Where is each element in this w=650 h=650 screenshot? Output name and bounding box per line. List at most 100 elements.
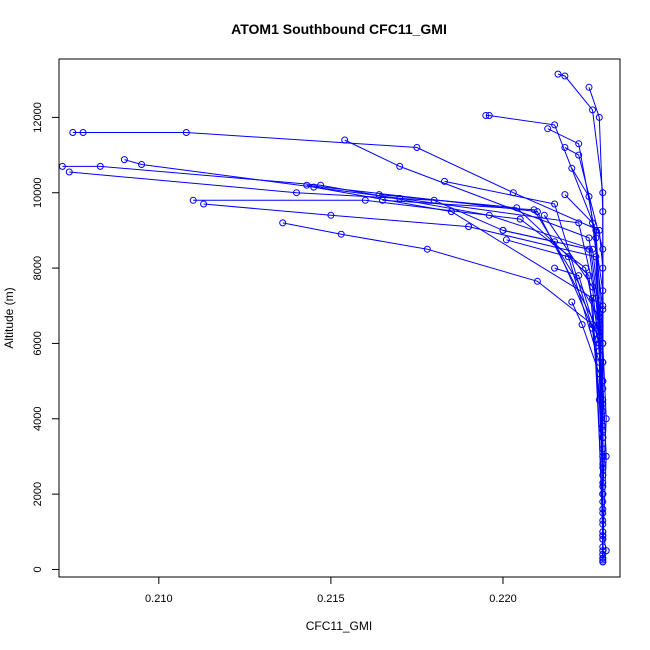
- data-point: [582, 264, 590, 272]
- data-point: [585, 245, 593, 253]
- data-point: [465, 223, 473, 231]
- series-line: [382, 199, 604, 465]
- series-line: [69, 171, 604, 555]
- series: [568, 298, 607, 487]
- data-point: [540, 211, 548, 219]
- data-point: [575, 272, 583, 280]
- data-point: [530, 206, 538, 214]
- y-tick-label: 4000: [32, 407, 44, 431]
- series: [189, 196, 607, 528]
- series-line: [306, 184, 604, 495]
- data-point: [533, 208, 541, 216]
- series: [379, 196, 607, 468]
- series: [303, 181, 607, 498]
- y-tick-label: 10000: [32, 177, 44, 208]
- data-point: [396, 162, 404, 170]
- data-point: [516, 215, 524, 223]
- y-tick-label: 8000: [32, 256, 44, 280]
- series: [310, 183, 607, 513]
- data-point: [599, 479, 607, 487]
- data-point: [599, 426, 607, 434]
- data-point: [544, 125, 552, 133]
- data-point: [96, 162, 104, 170]
- data-point: [69, 129, 77, 136]
- y-axis-label: Altitude (m): [2, 287, 16, 348]
- data-point: [441, 177, 448, 185]
- data-point: [485, 112, 493, 119]
- x-tick-label: 0.210: [145, 593, 173, 605]
- data-point: [551, 264, 559, 272]
- series-line: [72, 132, 607, 562]
- series: [58, 162, 607, 566]
- data-point: [279, 219, 287, 227]
- data-point: [599, 532, 607, 540]
- data-point: [589, 294, 596, 302]
- data-point: [585, 272, 593, 280]
- series: [499, 226, 607, 434]
- data-point: [79, 129, 87, 136]
- data-point: [564, 253, 572, 261]
- x-tick-label: 0.215: [317, 593, 345, 605]
- data-point: [551, 200, 559, 208]
- data-point: [361, 196, 369, 204]
- data-point: [423, 245, 431, 253]
- data-point: [551, 121, 559, 129]
- data-point: [561, 72, 569, 80]
- data-point: [585, 234, 593, 242]
- data-point: [599, 550, 607, 558]
- plot-frame: [58, 58, 621, 578]
- series-line: [502, 229, 604, 431]
- data-point: [337, 230, 345, 238]
- data-point: [568, 298, 576, 306]
- data-point: [413, 144, 421, 151]
- data-point: [447, 208, 455, 216]
- series-line: [313, 186, 604, 510]
- series-line: [62, 165, 604, 562]
- data-point: [120, 156, 128, 164]
- y-tick-label: 6000: [32, 331, 44, 355]
- data-point: [599, 245, 607, 253]
- data-point: [200, 200, 208, 208]
- data-point: [599, 306, 607, 313]
- y-tick-label: 12000: [32, 102, 44, 133]
- series: [120, 156, 610, 551]
- series-line: [379, 194, 604, 438]
- series-line: [282, 222, 604, 560]
- data-point: [599, 517, 607, 524]
- series: [375, 191, 607, 442]
- data-point: [65, 168, 73, 176]
- x-tick-label: 0.220: [489, 593, 517, 605]
- chart-title: ATOM1 Southbound CFC11_GMI: [231, 21, 447, 37]
- series: [482, 112, 607, 555]
- data-point: [513, 204, 521, 212]
- data-point: [575, 151, 583, 159]
- series-line: [571, 301, 604, 483]
- data-point: [327, 211, 335, 219]
- data-point: [554, 70, 562, 78]
- data-point: [568, 164, 576, 172]
- x-axis: 0.210 0.215 0.220: [145, 576, 517, 605]
- data-point: [599, 208, 607, 216]
- data-point: [595, 113, 603, 121]
- series-line: [444, 180, 604, 536]
- data-point: [502, 236, 510, 244]
- series: [441, 177, 607, 540]
- series: [200, 200, 607, 543]
- data-point: [578, 321, 586, 329]
- data-point: [575, 219, 583, 227]
- data-point: [589, 219, 596, 227]
- y-tick-label: 0: [32, 566, 44, 572]
- data-point: [595, 370, 603, 378]
- series-line: [124, 159, 607, 547]
- data-point: [551, 238, 559, 246]
- data-point: [599, 554, 607, 562]
- data-point: [575, 140, 583, 148]
- series-line: [203, 203, 604, 540]
- data-point: [182, 129, 190, 136]
- data-point: [585, 193, 593, 200]
- data-point: [375, 191, 383, 199]
- data-point: [561, 191, 569, 199]
- x-axis-label: CFC11_GMI: [306, 619, 372, 633]
- data-point: [303, 181, 311, 189]
- data-point: [482, 112, 490, 119]
